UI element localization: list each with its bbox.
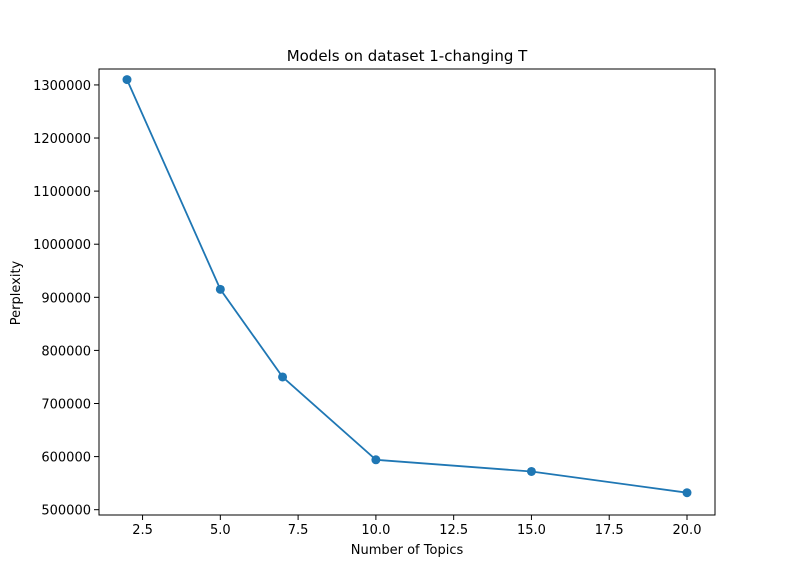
x-tick-label: 15.0 xyxy=(517,523,546,538)
x-tick-label: 2.5 xyxy=(132,523,153,538)
y-tick-label: 1100000 xyxy=(33,185,91,200)
y-tick-label: 500000 xyxy=(41,504,91,519)
x-tick-label: 10.0 xyxy=(361,523,390,538)
y-tick-label: 1300000 xyxy=(33,79,91,94)
y-tick-label: 600000 xyxy=(41,451,91,466)
data-point xyxy=(122,75,132,85)
series-layer xyxy=(122,75,692,498)
y-axis-label: Perplexity xyxy=(9,260,24,325)
plot-area xyxy=(98,68,716,516)
plot-frame xyxy=(98,68,716,516)
y-tick-label: 1000000 xyxy=(33,238,91,253)
x-tick-label: 12.5 xyxy=(439,523,468,538)
series-line xyxy=(126,79,688,494)
x-tick-label: 7.5 xyxy=(288,523,309,538)
y-tick-label: 700000 xyxy=(41,398,91,413)
chart-title: Models on dataset 1-changing T xyxy=(287,47,528,65)
x-axis: 2.5 5.0 7.5 10.0 12.5 15.0 17.5 20.0 xyxy=(132,515,701,538)
data-point xyxy=(215,284,225,294)
y-tick-label: 800000 xyxy=(41,344,91,359)
y-tick-label: 1200000 xyxy=(33,132,91,147)
y-tick-label: 900000 xyxy=(41,291,91,306)
data-point xyxy=(371,455,381,465)
data-point xyxy=(278,372,288,382)
x-tick-label: 20.0 xyxy=(673,523,702,538)
y-axis: 500000 600000 700000 800000 900000 1000000 110… xyxy=(33,79,99,519)
data-point xyxy=(526,466,536,476)
data-point xyxy=(682,488,692,498)
x-axis-label: Number of Topics xyxy=(351,543,464,558)
x-tick-label: 17.5 xyxy=(595,523,624,538)
x-tick-label: 5.0 xyxy=(210,523,231,538)
